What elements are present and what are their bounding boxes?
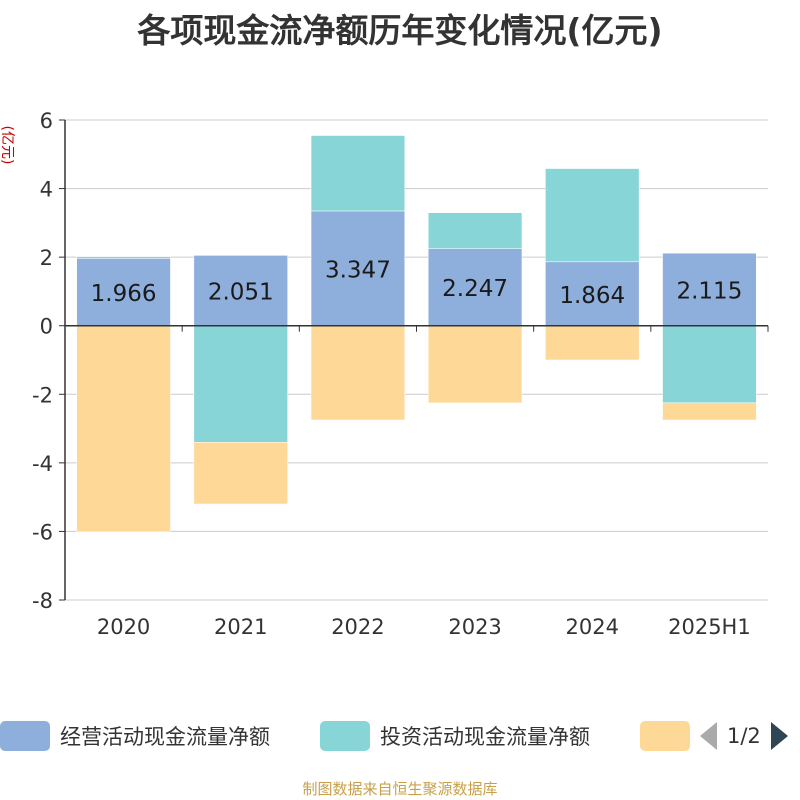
- x-tick-label: 2023: [448, 615, 501, 639]
- pager-prev-icon[interactable]: [700, 722, 717, 750]
- legend-pager: 1/2: [700, 716, 788, 756]
- bar-segment[interactable]: [193, 255, 288, 326]
- stacked-bar-chart: 6 4 2 0 -2 -4 -6 -8 2020 2021 2022 2023 2024 2025H1 (…: [0, 109, 769, 639]
- x-tick-label: 2025H1: [668, 615, 751, 639]
- bar-data-label: 3.347: [325, 257, 391, 283]
- bar-segment[interactable]: [193, 442, 288, 505]
- y-tick-label: -8: [32, 589, 53, 613]
- bar-segment[interactable]: [193, 325, 288, 443]
- pager-next-icon[interactable]: [770, 722, 788, 750]
- legend-label-investing: 投资活动现金流量净额: [380, 725, 590, 749]
- bar-segment[interactable]: [76, 325, 171, 532]
- chart-title: 各项现金流净额历年变化情况(亿元): [137, 11, 663, 50]
- y-tick-label: 2: [40, 246, 53, 270]
- x-tick-label: 2024: [566, 615, 619, 639]
- y-axis-label: (亿元): [0, 126, 15, 165]
- legend-item-operating[interactable]: 经营活动现金流量净额: [0, 716, 270, 756]
- gridlines: [65, 119, 768, 601]
- legend-swatch-financing: [640, 721, 690, 751]
- bar-segment[interactable]: [427, 212, 523, 249]
- legend-item-financing[interactable]: [640, 716, 700, 756]
- bar-segment[interactable]: [310, 325, 406, 421]
- legend-label-operating: 经营活动现金流量净额: [60, 725, 270, 749]
- legend: 经营活动现金流量净额 投资活动现金流量净额 1/2: [0, 716, 800, 756]
- bars: [76, 135, 757, 532]
- bar-segment[interactable]: [545, 261, 640, 326]
- bar-segment[interactable]: [545, 168, 640, 263]
- x-tick-label: 2021: [214, 615, 267, 639]
- bar-data-label: 1.966: [91, 281, 157, 307]
- bar-segment[interactable]: [545, 325, 640, 361]
- axes: 6 4 2 0 -2 -4 -6 -8 2020 2021 2022 2023 2024 2025H1: [32, 109, 769, 639]
- x-tick-label: 2020: [97, 615, 150, 639]
- y-tick-label: 0: [40, 315, 53, 339]
- bar-data-label: 2.115: [676, 278, 742, 304]
- legend-item-investing[interactable]: 投资活动现金流量净额: [320, 716, 590, 756]
- y-tick-label: 6: [40, 109, 53, 133]
- bar-segment[interactable]: [427, 325, 523, 404]
- y-tick-label: -6: [32, 520, 53, 544]
- x-tick-label: 2022: [331, 615, 384, 639]
- y-tick-label: 4: [40, 178, 53, 202]
- bar-segment[interactable]: [662, 402, 757, 421]
- source-note: 制图数据来自恒生聚源数据库: [302, 780, 498, 798]
- legend-swatch-operating: [0, 721, 50, 751]
- bar-segment[interactable]: [76, 256, 171, 259]
- bar-segment[interactable]: [310, 135, 406, 212]
- bar-data-label: 2.247: [442, 276, 508, 302]
- bar-data-label: 2.051: [208, 280, 274, 306]
- bar-segment[interactable]: [427, 248, 523, 326]
- y-tick-label: -4: [32, 452, 53, 476]
- bar-segment[interactable]: [662, 325, 757, 404]
- y-tick-label: -2: [32, 383, 53, 407]
- bar-data-label: 1.864: [559, 283, 625, 309]
- bar-segment[interactable]: [662, 252, 757, 326]
- pager-page-indicator: 1/2: [727, 724, 761, 748]
- legend-swatch-investing: [320, 721, 370, 751]
- labels: (亿元) 1.966 2.051 3.347 2.247 1.864 2.115: [0, 126, 742, 309]
